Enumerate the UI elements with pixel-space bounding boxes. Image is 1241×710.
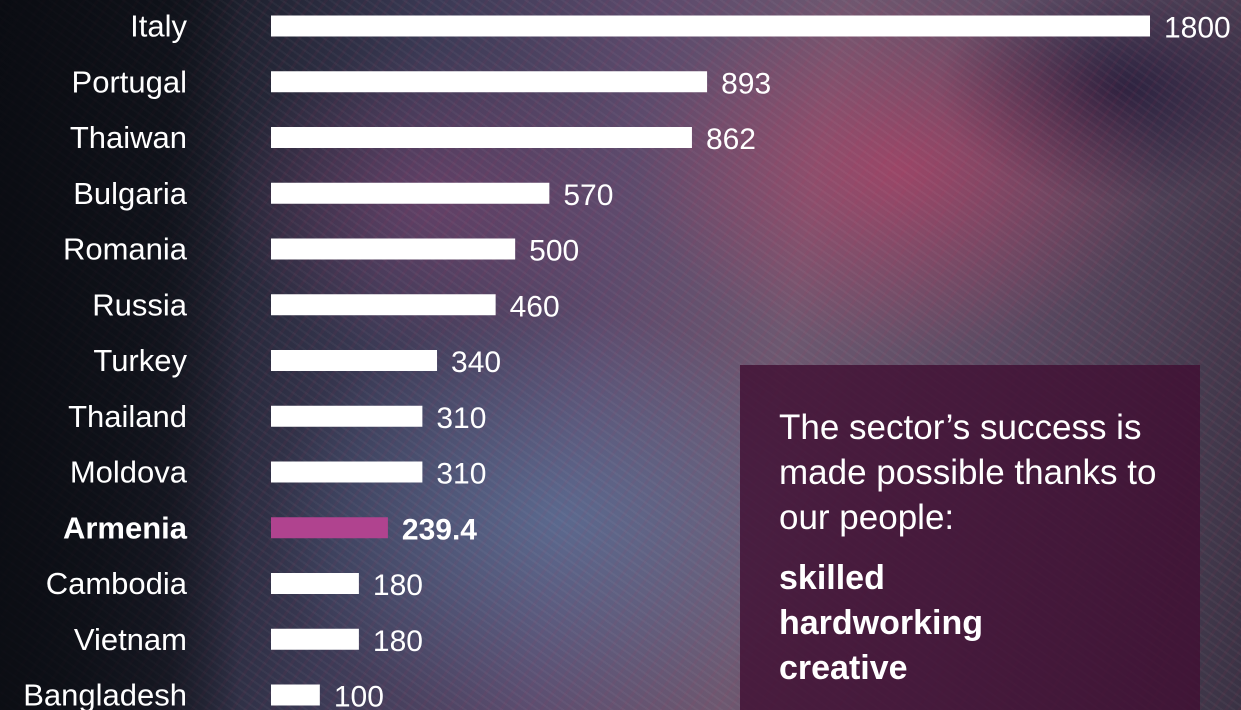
value-label-cambodia: 180 [373,569,423,602]
quality-item-hardworking: hardworking [779,604,984,642]
bar-vietnam [271,628,359,650]
value-label-russia: 460 [510,290,560,323]
bar-bulgaria [271,182,550,204]
bar-turkey [271,350,438,371]
value-label-thaiwan: 862 [706,123,756,156]
bar-thailand [271,405,423,427]
category-label-moldova: Moldova [70,455,188,490]
quality-item-skilled: skilled [779,559,885,597]
bar-italy [271,15,1150,37]
info-panel-text: The sector’s success is made possible th… [779,408,1157,537]
category-label-armenia: Armenia [63,510,188,545]
category-label-vietnam: Vietnam [74,622,187,657]
bar-portugal [271,71,708,93]
bar-romania [271,238,516,260]
category-label-bangladesh: Bangladesh [23,678,187,710]
category-label-thaiwan: Thaiwan [70,120,187,155]
category-label-bulgaria: Bulgaria [73,176,187,211]
value-label-bangladesh: 100 [334,681,384,710]
value-label-italy: 1800 [1164,12,1231,45]
category-label-romania: Romania [63,232,188,267]
value-label-moldova: 310 [436,458,486,491]
left-dark-shade [0,0,240,710]
category-label-turkey: Turkey [93,343,187,378]
value-label-romania: 500 [529,235,579,268]
bar-bangladesh [271,684,320,706]
category-label-russia: Russia [92,287,188,322]
bar-cambodia [271,573,359,594]
value-label-armenia: 239.4 [402,513,477,546]
value-label-turkey: 340 [451,346,501,379]
category-label-cambodia: Cambodia [46,566,188,601]
value-label-thailand: 310 [436,402,486,435]
value-label-bulgaria: 570 [563,179,613,212]
bar-moldova [271,461,423,483]
bar-russia [271,294,496,316]
bar-armenia [271,517,388,539]
value-label-portugal: 893 [721,67,771,100]
info-panel: The sector’s success is made possible th… [740,365,1200,710]
bar-thaiwan [271,127,692,148]
category-label-italy: Italy [130,9,187,44]
qualities-list: skilled hardworking creative [779,556,1170,691]
category-label-portugal: Portugal [72,64,187,99]
value-label-vietnam: 180 [373,625,423,658]
quality-item-creative: creative [779,649,908,687]
category-label-thailand: Thailand [68,399,187,434]
